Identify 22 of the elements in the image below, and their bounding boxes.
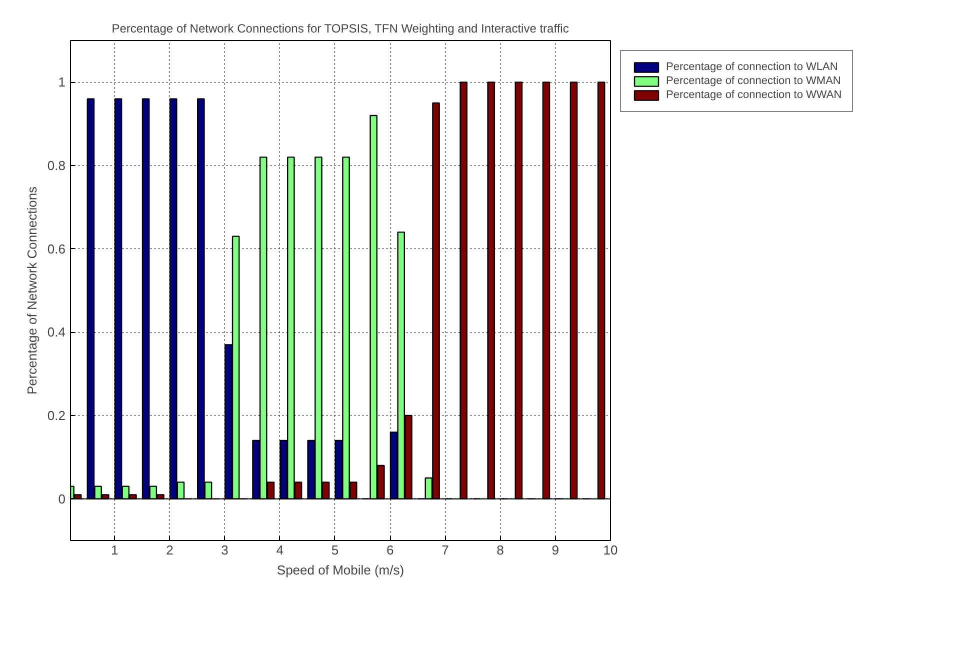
x-tick-label: 6 [386,542,394,558]
x-tick-label: 5 [331,542,339,558]
x-tick-label: 3 [221,542,228,558]
y-tick-label: 0.6 [47,241,66,256]
legend-label: Percentage of connection to WMAN [666,75,841,87]
y-axis-title: Percentage of Network Connections [24,186,40,395]
x-tick-label: 1 [110,542,118,558]
y-tick-label: 1 [58,74,66,90]
x-tick-label: 7 [442,542,449,558]
y-tick-label: 0.4 [47,324,66,340]
legend-label: Percentage of connection to WLAN [666,61,838,73]
y-tick-label: 0.8 [47,158,66,173]
x-tick-label: 10 [603,542,618,558]
y-tick-label: 0.2 [47,408,66,423]
legend-label: Percentage of connection to WWAN [666,89,842,101]
x-tick-label: 8 [496,542,504,558]
x-tick-label: 9 [552,542,560,558]
chart-title: Percentage of Network Connections for TOPSIS, TFN Weighting and Interactive traffic [112,22,569,36]
x-tick-label: 2 [166,542,174,558]
y-tick-label: 0 [58,491,66,506]
x-axis-title: Speed of Mobile (m/s) [276,562,404,578]
x-tick-label: 4 [276,542,284,558]
